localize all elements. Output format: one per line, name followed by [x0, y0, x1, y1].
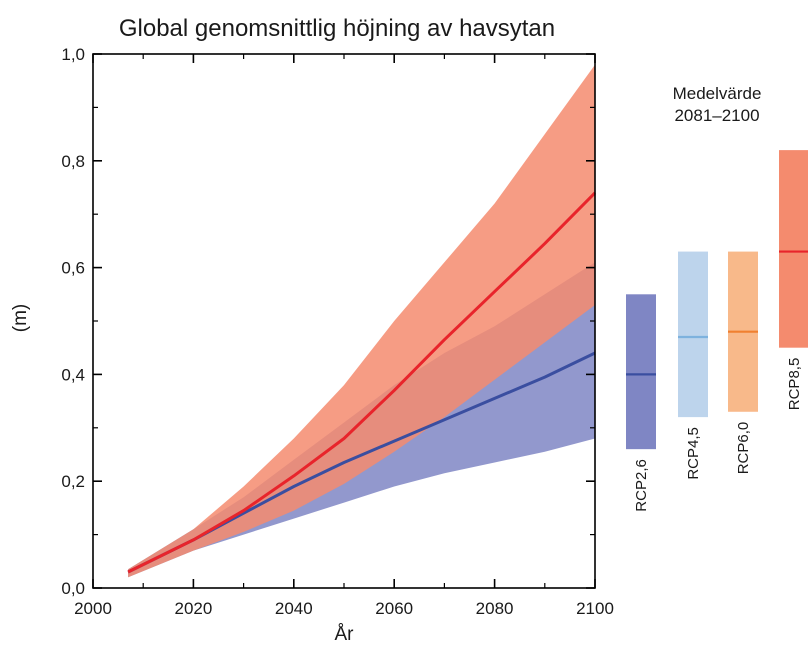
rcp85-mean-line: [127, 191, 597, 574]
chart-title: Global genomsnittlig höjning av havsytan: [119, 15, 555, 42]
y-tick-label: 1,0: [61, 45, 85, 64]
plot-bands: [128, 64, 595, 578]
x-tick-label: 2000: [74, 599, 112, 618]
side-panel-title-line2: 2081–2100: [674, 106, 759, 125]
y-tick-label: 0,8: [61, 152, 85, 171]
side-bar-label: RCP8,5: [786, 358, 803, 411]
y-axis: 0,0 0,2 0,4 0,6 0,8 1,0: [61, 45, 595, 598]
x-tick-label: 2060: [375, 599, 413, 618]
side-bar-label: RCP2,6: [633, 459, 650, 512]
x-tick-label: 2100: [576, 599, 614, 618]
side-bar-label: RCP4,5: [685, 427, 702, 480]
x-axis-label: År: [335, 624, 355, 645]
y-tick-label: 0,0: [61, 579, 85, 598]
side-panel-bars: RCP2,6 RCP4,5 RCP6,0 RCP8,5: [626, 150, 808, 512]
plot-lines: [127, 191, 597, 574]
side-bar-rcp45: [678, 251, 708, 418]
y-tick-label: 0,6: [61, 259, 85, 278]
y-axis-label: (m): [10, 304, 31, 332]
x-tick-label: 2020: [174, 599, 212, 618]
y-tick-label: 0,4: [61, 365, 85, 384]
x-tick-label: 2080: [476, 599, 514, 618]
side-bar-rcp85: [779, 150, 808, 348]
x-axis: 2000 2020 2040 2060 2080 2100: [74, 54, 614, 618]
x-tick-label: 2040: [275, 599, 313, 618]
side-bar-label: RCP6,0: [735, 422, 752, 475]
side-bar-rcp26: [626, 294, 656, 450]
side-panel-title-line1: Medelvärde: [673, 84, 762, 103]
y-tick-label: 0,2: [61, 472, 85, 491]
rcp85-uncertainty-band: [128, 64, 595, 578]
